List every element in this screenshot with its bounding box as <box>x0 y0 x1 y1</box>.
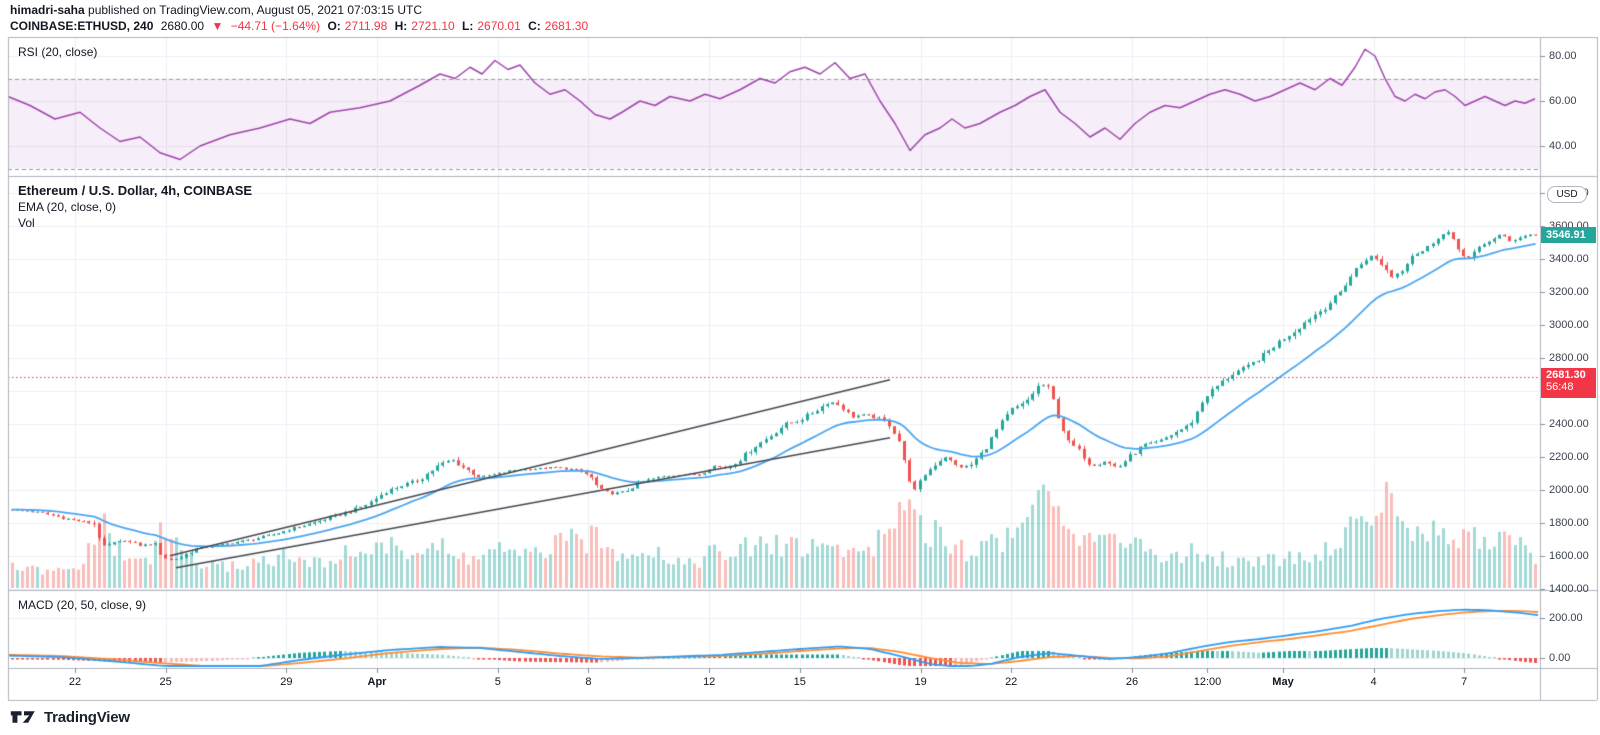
time-tick-label: 25 <box>159 676 172 688</box>
volume-study-label[interactable]: Vol <box>18 216 35 230</box>
author-link[interactable]: himadri-saha <box>10 3 85 17</box>
chart-title[interactable]: Ethereum / U.S. Dollar, 4h, COINBASE <box>18 183 253 198</box>
tradingview-wordmark: TradingView <box>44 708 130 726</box>
close-value: 2681.30 <box>544 19 589 33</box>
tradingview-logo-icon <box>10 711 35 723</box>
price-axis[interactable] <box>1540 37 1597 668</box>
rsi-study-label[interactable]: RSI (20, close) <box>18 45 98 59</box>
currency-toggle[interactable]: USD <box>1547 186 1587 203</box>
time-tick-label: 5 <box>494 676 501 688</box>
price-tick-label: 2400.00 <box>1549 417 1589 430</box>
price-tick-label: 3000.00 <box>1549 318 1589 331</box>
price-tick-label: 1600.00 <box>1549 549 1589 562</box>
time-tick-label: 22 <box>68 676 82 688</box>
macd-tick-label: 200.00 <box>1549 612 1583 624</box>
time-tick-label: 12:00 <box>1193 676 1222 688</box>
snapshot-price-badge: 2681.30 56:48 <box>1541 368 1596 399</box>
time-tick-label: 15 <box>793 676 806 688</box>
price-tick-label: 2200.00 <box>1549 450 1589 463</box>
bar-countdown: 56:48 <box>1546 381 1574 394</box>
time-tick-label: 12 <box>703 676 716 688</box>
macd-study-label[interactable]: MACD (20, 50, close, 9) <box>18 598 147 612</box>
time-tick-label: 22 <box>1005 676 1018 688</box>
time-axis[interactable] <box>8 668 1540 700</box>
close-label: C: <box>528 19 541 33</box>
last-price-text: 2680.00 <box>160 19 205 33</box>
price-tick-label: 1400.00 <box>1549 582 1589 595</box>
time-tick-label: 7 <box>1461 676 1468 688</box>
symbol-info-bar: COINBASE:ETHUSD, 240 2680.00 ▼ −44.71 (−… <box>10 19 592 33</box>
rsi-tick-label: 80.00 <box>1549 50 1577 62</box>
macd-tick-label: 0.00 <box>1549 652 1571 664</box>
low-value: 2670.01 <box>477 19 521 33</box>
last-price-badge: 3546.91 <box>1541 226 1596 243</box>
publish-info: himadri-saha published on TradingView.co… <box>10 3 422 17</box>
snapshot-price-value: 2681.30 <box>1546 369 1586 382</box>
high-label: H: <box>394 19 408 33</box>
low-label: L: <box>462 19 474 33</box>
last-price-badge-value: 3546.91 <box>1546 228 1586 241</box>
open-label: O: <box>327 19 341 33</box>
high-value: 2721.10 <box>411 19 455 33</box>
price-tick-label: 2000.00 <box>1549 483 1589 496</box>
price-tick-label: 1800.00 <box>1549 516 1589 529</box>
rsi-tick-label: 60.00 <box>1549 95 1577 107</box>
time-tick-label: 19 <box>914 676 927 688</box>
symbol-link[interactable]: COINBASE:ETHUSD, 240 <box>10 19 154 33</box>
price-change: −44.71 (−1.64%) <box>230 19 321 33</box>
tradingview-logo[interactable]: TradingView <box>10 708 130 726</box>
time-tick-label: May <box>1272 676 1294 688</box>
time-tick-label: 29 <box>280 676 293 688</box>
ema-study-label[interactable]: EMA (20, close, 0) <box>18 200 117 214</box>
publish-text: published on TradingView.com, August 05,… <box>84 3 423 17</box>
price-tick-label: 3200.00 <box>1549 285 1589 298</box>
open-value: 2711.98 <box>344 19 388 33</box>
time-tick-label: 26 <box>1125 676 1139 688</box>
time-tick-label: 4 <box>1370 676 1377 688</box>
price-tick-label: 2800.00 <box>1549 351 1589 364</box>
rsi-tick-label: 40.00 <box>1549 140 1577 152</box>
down-arrow-icon: ▼ <box>211 19 224 33</box>
price-tick-label: 3400.00 <box>1549 252 1589 265</box>
time-tick-label: Apr <box>367 676 387 688</box>
time-tick-label: 8 <box>585 676 592 688</box>
